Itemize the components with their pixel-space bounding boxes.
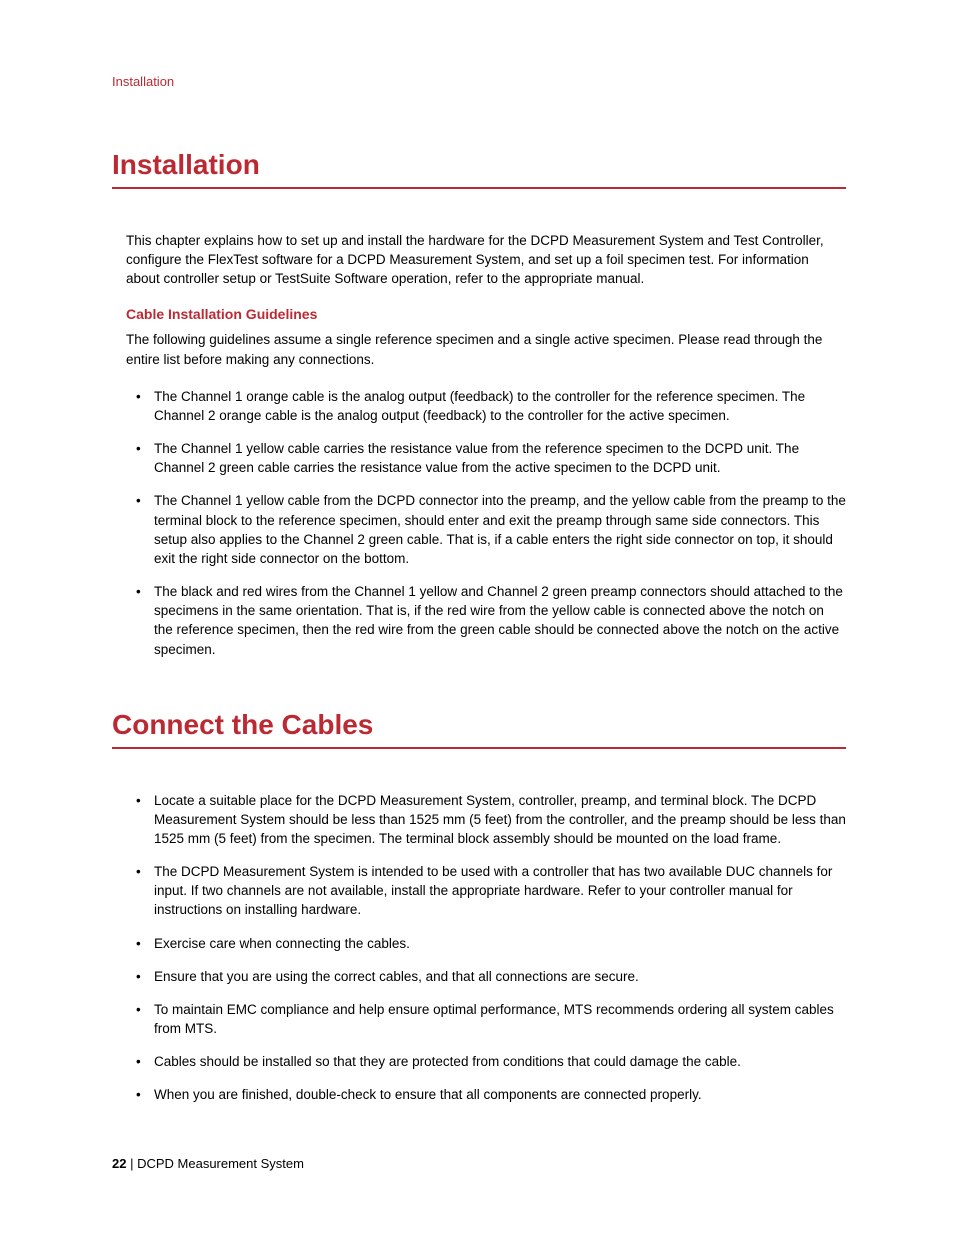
list-item: To maintain EMC compliance and help ensu… (126, 1000, 846, 1038)
list-item: The Channel 1 orange cable is the analog… (126, 387, 846, 425)
list-item: Exercise care when connecting the cables… (126, 934, 846, 953)
page-container: Installation Installation This chapter e… (0, 0, 954, 1235)
section2-body: Locate a suitable place for the DCPD Mea… (126, 791, 846, 1105)
page-footer: 22 | DCPD Measurement System (112, 1156, 304, 1171)
footer-doc-title: DCPD Measurement System (137, 1156, 304, 1171)
section1-sub-intro: The following guidelines assume a single… (126, 330, 846, 368)
sub-heading-cable-guidelines: Cable Installation Guidelines (126, 306, 846, 322)
list-item: The black and red wires from the Channel… (126, 582, 846, 659)
section1-body: This chapter explains how to set up and … (126, 231, 846, 659)
page-number: 22 (112, 1156, 126, 1171)
section1-intro: This chapter explains how to set up and … (126, 231, 846, 288)
list-item: The DCPD Measurement System is intended … (126, 862, 846, 919)
list-item: Cables should be installed so that they … (126, 1052, 846, 1071)
list-item: The Channel 1 yellow cable carries the r… (126, 439, 846, 477)
running-header: Installation (112, 74, 846, 89)
section2-bullet-list: Locate a suitable place for the DCPD Mea… (126, 791, 846, 1105)
list-item: Ensure that you are using the correct ca… (126, 967, 846, 986)
list-item: Locate a suitable place for the DCPD Mea… (126, 791, 846, 848)
list-item: When you are finished, double-check to e… (126, 1085, 846, 1104)
footer-separator: | (126, 1156, 137, 1171)
section1-bullet-list: The Channel 1 orange cable is the analog… (126, 387, 846, 659)
section-title-connect-cables: Connect the Cables (112, 709, 846, 749)
section-gap (112, 673, 846, 709)
section-title-installation: Installation (112, 149, 846, 189)
list-item: The Channel 1 yellow cable from the DCPD… (126, 491, 846, 568)
